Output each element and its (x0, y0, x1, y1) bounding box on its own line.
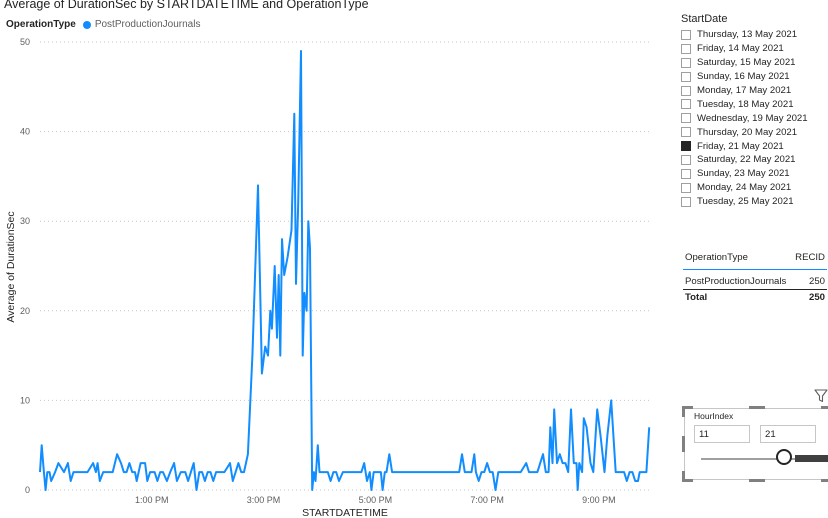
y-tick-label: 30 (20, 216, 30, 226)
x-tick-label: 9:00 PM (582, 495, 616, 505)
start-date-item[interactable]: Tuesday, 25 May 2021 (681, 195, 821, 209)
start-date-item-label: Wednesday, 19 May 2021 (697, 112, 808, 124)
y-tick-label: 40 (20, 127, 30, 137)
table-header-row: OperationType RECID (683, 245, 827, 270)
start-date-item-label: Thursday, 13 May 2021 (697, 29, 798, 41)
checkbox-unchecked-icon[interactable] (681, 99, 691, 110)
resize-handle-bottom[interactable] (749, 479, 765, 482)
x-tick-label: 1:00 PM (135, 495, 169, 505)
recid-table: OperationType RECID PostProductionJourna… (683, 245, 827, 305)
resize-handle-top-left[interactable] (682, 406, 693, 417)
checkbox-unchecked-icon[interactable] (681, 71, 691, 82)
start-date-item-label: Sunday, 16 May 2021 (697, 71, 790, 83)
table-cell-recid: 250 (808, 276, 825, 287)
table-total-value: 250 (808, 292, 825, 303)
start-date-item[interactable]: Thursday, 13 May 2021 (681, 28, 821, 42)
start-date-list: Thursday, 13 May 2021 Friday, 14 May 2021… (681, 28, 821, 209)
hour-index-slicer[interactable]: HourIndex 11 21 (682, 406, 828, 482)
start-date-item[interactable]: Thursday, 20 May 2021 (681, 125, 821, 139)
filter-icon[interactable] (814, 389, 828, 403)
checkbox-checked-icon[interactable] (681, 141, 691, 152)
x-tick-label: 7:00 PM (470, 495, 504, 505)
start-date-slicer-title: StartDate (681, 13, 728, 25)
start-date-item[interactable]: Friday, 21 May 2021 (681, 139, 821, 153)
y-axis-title: Average of DurationSec (5, 211, 17, 322)
start-date-item-label: Tuesday, 18 May 2021 (697, 98, 794, 110)
start-date-item[interactable]: Sunday, 16 May 2021 (681, 70, 821, 84)
start-date-slicer: StartDate Thursday, 13 May 2021 Friday, 1… (681, 13, 821, 209)
start-date-item[interactable]: Saturday, 15 May 2021 (681, 56, 821, 70)
start-date-item-label: Friday, 21 May 2021 (697, 140, 784, 152)
checkbox-unchecked-icon[interactable] (681, 182, 691, 193)
checkbox-unchecked-icon[interactable] (681, 43, 691, 54)
checkbox-unchecked-icon[interactable] (681, 57, 691, 68)
table-row: PostProductionJournals 250 (683, 274, 827, 289)
table-header-operationtype[interactable]: OperationType (685, 251, 748, 263)
chart-title: Average of DurationSec by STARTDATETIME … (4, 0, 369, 11)
start-date-item-label: Saturday, 22 May 2021 (697, 154, 796, 166)
x-tick-label: 5:00 PM (359, 495, 393, 505)
start-date-item-label: Friday, 14 May 2021 (697, 43, 784, 55)
y-tick-label: 50 (20, 37, 30, 47)
legend-marker-icon (82, 20, 91, 29)
hour-index-slider-range[interactable] (795, 455, 828, 462)
chart-legend: OperationType PostProductionJournals (6, 19, 200, 30)
checkbox-unchecked-icon[interactable] (681, 127, 691, 138)
hour-index-min-input[interactable]: 11 (694, 425, 750, 443)
hour-index-max-input[interactable]: 21 (760, 425, 816, 443)
table-cell-operationtype: PostProductionJournals (685, 276, 787, 287)
legend-title: OperationType (6, 19, 76, 30)
x-axis-ticks: 1:00 PM 3:00 PM 5:00 PM 7:00 PM 9:00 PM (135, 495, 616, 505)
start-date-item[interactable]: Wednesday, 19 May 2021 (681, 111, 821, 125)
legend-item-postproductionjournals[interactable]: PostProductionJournals (94, 19, 201, 30)
start-date-item[interactable]: Saturday, 22 May 2021 (681, 153, 821, 167)
start-date-item[interactable]: Monday, 17 May 2021 (681, 84, 821, 98)
start-date-item-label: Saturday, 15 May 2021 (697, 57, 796, 69)
start-date-item[interactable]: Monday, 24 May 2021 (681, 181, 821, 195)
y-tick-label: 0 (25, 485, 30, 495)
start-date-item-label: Monday, 24 May 2021 (697, 182, 792, 194)
hour-index-slider-track[interactable] (701, 458, 828, 460)
table-total-row: Total 250 (683, 289, 827, 305)
table-total-label: Total (685, 292, 708, 303)
y-tick-label: 10 (20, 395, 30, 405)
resize-handle-bottom-right[interactable] (821, 471, 828, 482)
checkbox-unchecked-icon[interactable] (681, 113, 691, 124)
resize-handle-left[interactable] (682, 436, 685, 452)
resize-handle-bottom-left[interactable] (682, 471, 693, 482)
line-chart: 0 10 20 30 40 50 1:00 PM 3:00 PM 5:00 PM 7:00 PM… (5, 37, 652, 518)
checkbox-unchecked-icon[interactable] (681, 168, 691, 179)
checkbox-unchecked-icon[interactable] (681, 196, 691, 207)
start-date-item-label: Monday, 17 May 2021 (697, 85, 792, 96)
hour-index-title: HourIndex (694, 411, 734, 421)
start-date-item-label: Sunday, 23 May 2021 (697, 168, 790, 180)
resize-handle-top[interactable] (749, 406, 765, 409)
start-date-item[interactable]: Sunday, 23 May 2021 (681, 167, 821, 181)
table-header-recid[interactable]: RECID (795, 251, 825, 263)
x-tick-label: 3:00 PM (247, 495, 281, 505)
y-tick-label: 20 (20, 306, 30, 316)
start-date-item[interactable]: Tuesday, 18 May 2021 (681, 97, 821, 111)
resize-handle-top-right[interactable] (821, 406, 828, 417)
hour-index-slider-thumb[interactable] (776, 449, 792, 465)
series-line-postproductionjournals[interactable] (39, 50, 651, 491)
x-axis-title: STARTDATETIME (302, 507, 388, 518)
checkbox-unchecked-icon[interactable] (681, 29, 691, 40)
start-date-item[interactable]: Friday, 14 May 2021 (681, 42, 821, 56)
start-date-item-label: Tuesday, 25 May 2021 (697, 196, 794, 208)
start-date-item-label: Thursday, 20 May 2021 (697, 126, 798, 138)
checkbox-unchecked-icon[interactable] (681, 154, 691, 165)
checkbox-unchecked-icon[interactable] (681, 85, 691, 96)
chart-gridlines (40, 41, 652, 491)
y-axis-ticks: 0 10 20 30 40 50 (20, 37, 30, 495)
